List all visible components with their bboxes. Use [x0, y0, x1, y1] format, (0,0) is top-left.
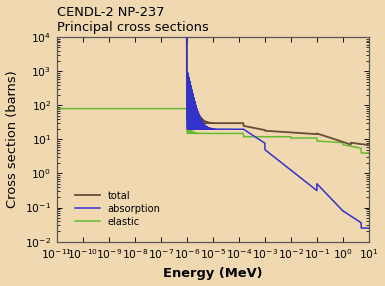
total — [303, 132, 307, 135]
absorption — [359, 226, 363, 230]
elastic — [359, 151, 363, 155]
Legend: total, absorption, elastic: total, absorption, elastic — [71, 187, 165, 231]
elastic — [303, 136, 307, 140]
Line: absorption: absorption — [57, 0, 369, 228]
absorption — [286, 166, 291, 170]
total — [253, 126, 258, 130]
Y-axis label: Cross section (barns): Cross section (barns) — [6, 71, 19, 208]
absorption — [367, 226, 371, 230]
elastic — [367, 151, 371, 155]
Line: total: total — [57, 0, 369, 145]
elastic — [239, 132, 244, 135]
elastic — [70, 107, 75, 110]
elastic — [286, 135, 291, 138]
absorption — [253, 135, 258, 138]
elastic — [253, 135, 258, 138]
Line: elastic: elastic — [57, 109, 369, 153]
total — [367, 143, 371, 147]
total — [239, 122, 244, 125]
absorption — [167, 24, 172, 28]
absorption — [239, 128, 244, 131]
elastic — [54, 107, 59, 110]
X-axis label: Energy (MeV): Energy (MeV) — [163, 267, 263, 280]
absorption — [303, 179, 307, 183]
total — [286, 130, 291, 134]
total — [167, 22, 172, 25]
elastic — [167, 107, 172, 110]
Text: CENDL-2 NP-237
Principal cross sections: CENDL-2 NP-237 Principal cross sections — [57, 6, 208, 34]
